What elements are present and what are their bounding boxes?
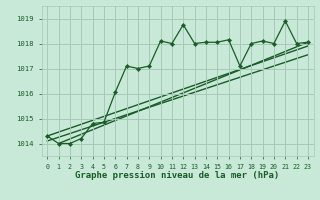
X-axis label: Graphe pression niveau de la mer (hPa): Graphe pression niveau de la mer (hPa) xyxy=(76,171,280,180)
